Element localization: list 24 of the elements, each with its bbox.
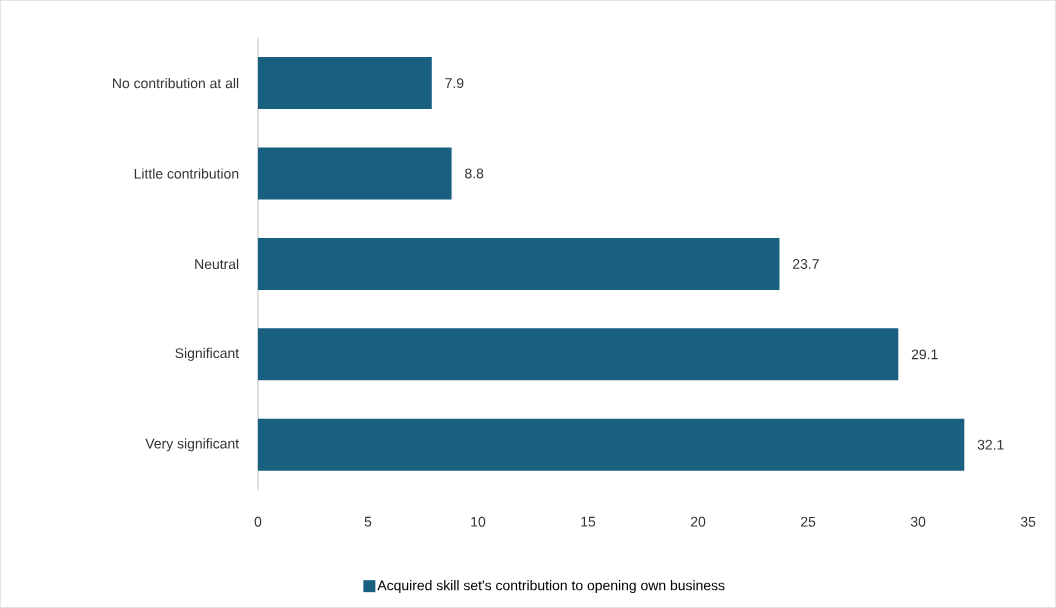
data-label: 8.8 bbox=[465, 168, 484, 179]
x-tick-label: 5 bbox=[364, 516, 372, 527]
data-label: 29.1 bbox=[911, 349, 938, 360]
x-tick-label: 20 bbox=[690, 516, 706, 527]
data-label: 7.9 bbox=[445, 78, 464, 89]
y-tick-label: Very significant bbox=[145, 438, 239, 452]
y-tick-label: No contribution at all bbox=[113, 78, 239, 89]
x-tick-label: 15 bbox=[581, 516, 596, 527]
x-tick-label: 35 bbox=[1020, 516, 1036, 527]
x-tick-label: 25 bbox=[801, 516, 816, 527]
y-tick-label: Neutral bbox=[195, 258, 239, 270]
legend-label: Acquired skill set's contribution to opening own business bbox=[377, 580, 725, 594]
bar bbox=[257, 147, 452, 200]
bar bbox=[257, 328, 899, 381]
x-tick-label: 30 bbox=[910, 516, 926, 527]
bar bbox=[257, 418, 965, 471]
y-tick-label: Significant bbox=[175, 347, 239, 361]
bar bbox=[257, 238, 780, 290]
bar bbox=[257, 57, 432, 110]
x-tick-label: 0 bbox=[254, 516, 262, 527]
data-label: 23.7 bbox=[793, 259, 819, 269]
x-tick-label: 10 bbox=[471, 516, 486, 527]
data-label: 32.1 bbox=[977, 439, 1004, 450]
y-tick-label: Little contribution bbox=[134, 168, 239, 179]
